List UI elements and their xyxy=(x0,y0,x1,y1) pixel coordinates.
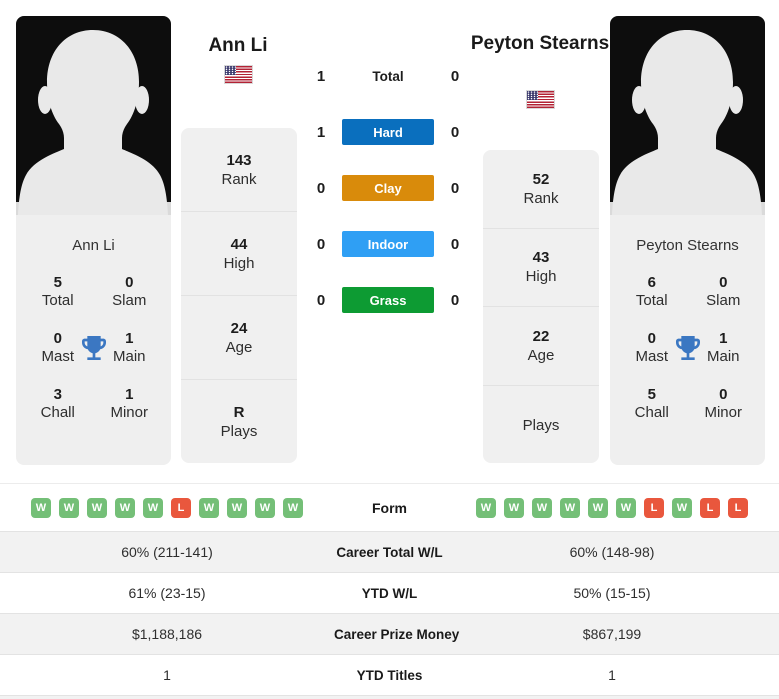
stat-total: 5 Total xyxy=(41,274,74,309)
stat-total: 6 Total xyxy=(635,274,668,309)
form-result-badge: W xyxy=(31,497,51,518)
player-silhouette-icon xyxy=(16,30,171,215)
usa-flag-icon xyxy=(527,91,554,108)
form-result-badge: L xyxy=(700,497,720,518)
player-title-right[interactable]: Peyton Stearns xyxy=(470,33,610,54)
stat-mast: 0 Mast xyxy=(41,330,74,365)
form-result-badge: W xyxy=(283,497,303,518)
rank-cell: 52 Rank xyxy=(523,170,559,207)
form-result-badge: L xyxy=(644,497,664,518)
high-cell: 43 High xyxy=(483,227,599,307)
table-row-career-total-wl: 60% (211-141) Career Total W/L 60% (148-… xyxy=(0,531,779,572)
form-row: W W W W W L W W W W Form W W W W W W L W xyxy=(0,483,779,531)
plays-cell: Plays xyxy=(483,384,599,464)
stat-chall: 3 Chall xyxy=(40,386,75,421)
high-cell: 44 High xyxy=(181,211,297,295)
form-result-badge: W xyxy=(59,497,79,518)
player-card-right[interactable]: Peyton Stearns 6 Total 0 Slam 0 Mast 1 M… xyxy=(610,16,765,465)
form-result-badge: W xyxy=(255,497,275,518)
stat-minor: 1 Minor xyxy=(110,386,148,421)
form-result-badge: W xyxy=(560,497,580,518)
usa-flag-icon xyxy=(225,66,252,83)
age-cell: 24 Age xyxy=(181,295,297,379)
profile-column-left: 143 Rank 44 High 24 Age R Plays xyxy=(181,128,297,463)
stat-main: 1 Main xyxy=(706,330,740,365)
player-silhouette-icon xyxy=(610,30,765,215)
form-result-badge: L xyxy=(171,497,191,518)
stat-mast: 0 Mast xyxy=(635,330,668,365)
player-avatar-left xyxy=(16,16,171,215)
form-result-badge: W xyxy=(476,497,496,518)
age-cell: 22 Age xyxy=(483,306,599,385)
titles-grid-left: 5 Total 0 Slam 0 Mast 1 Main 3 Chall 1 M… xyxy=(16,274,171,421)
form-result-badge: W xyxy=(143,497,163,518)
stat-slam: 0 Slam xyxy=(706,274,741,309)
profile-column-right: 52 Rank 43 High 22 Age Plays xyxy=(483,150,599,463)
form-result-badge: W xyxy=(616,497,636,518)
form-result-badge: W xyxy=(672,497,692,518)
form-badges-left: W W W W W L W W W W xyxy=(0,497,334,518)
trophy-icon xyxy=(675,335,700,360)
form-badges-right: W W W W W W L W L L xyxy=(445,497,779,518)
table-row-ytd-titles: 1 YTD Titles 1 xyxy=(0,654,779,695)
h2h-row-indoor: 0 Indoor 0 xyxy=(300,231,480,257)
stat-chall: 5 Chall xyxy=(634,386,669,421)
form-result-badge: L xyxy=(728,497,748,518)
table-row-career-prize-money: $1,188,186 Career Prize Money $867,199 xyxy=(0,613,779,654)
form-result-badge: W xyxy=(588,497,608,518)
h2h-row-total: 1 Total 0 xyxy=(316,67,460,85)
form-result-badge: W xyxy=(87,497,107,518)
form-result-badge: W xyxy=(115,497,135,518)
h2h-row-grass: 0 Grass 0 xyxy=(300,287,480,313)
stat-minor: 0 Minor xyxy=(704,386,742,421)
plays-cell: R Plays xyxy=(181,379,297,463)
table-row-ytd-wl: 61% (23-15) YTD W/L 50% (15-15) xyxy=(0,572,779,613)
next-row-divider xyxy=(0,695,779,699)
stat-main: 1 Main xyxy=(112,330,146,365)
player-card-left[interactable]: Ann Li 5 Total 0 Slam 0 Mast 1 Main 3 Ch… xyxy=(16,16,171,465)
player-avatar-right xyxy=(610,16,765,215)
form-result-badge: W xyxy=(504,497,524,518)
h2h-surface-comparison: 1 Total 0 1 Hard 0 0 Clay 0 0 Indoor 0 0… xyxy=(300,63,480,343)
form-label: Form xyxy=(372,499,407,516)
form-result-badge: W xyxy=(532,497,552,518)
stat-slam: 0 Slam xyxy=(112,274,147,309)
form-result-badge: W xyxy=(199,497,219,518)
h2h-row-hard: 1 Hard 0 xyxy=(300,119,480,145)
form-result-badge: W xyxy=(227,497,247,518)
player-title-left[interactable]: Ann Li xyxy=(208,35,268,56)
rank-cell: 143 Rank xyxy=(221,151,257,188)
h2h-row-clay: 0 Clay 0 xyxy=(300,175,480,201)
player-name-caption-left[interactable]: Ann Li xyxy=(72,237,115,254)
player-name-caption-right[interactable]: Peyton Stearns xyxy=(636,237,739,254)
trophy-icon xyxy=(81,335,106,360)
comparison-table: W W W W W L W W W W Form W W W W W W L W xyxy=(0,483,779,699)
titles-grid-right: 6 Total 0 Slam 0 Mast 1 Main 5 Chall 0 M… xyxy=(610,274,765,421)
